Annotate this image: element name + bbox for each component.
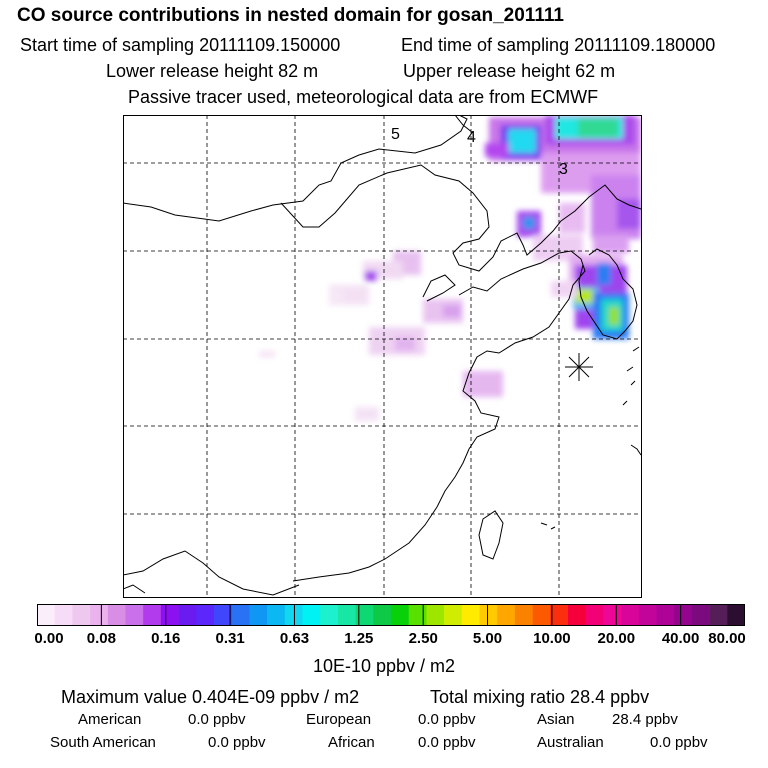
colorbar-cell — [373, 604, 392, 626]
lower-release-label: Lower release height 82 m — [106, 61, 319, 81]
colorbar-tick-label: 0.00 — [34, 630, 64, 647]
start-time-label: Start time of sampling 20111109.150000 — [20, 35, 341, 55]
colorbar-cell — [638, 604, 657, 626]
colorbar — [37, 604, 745, 626]
colorbar-tick-label: 5.00 — [472, 630, 503, 647]
colorbar-tick-label: 1.25 — [344, 630, 374, 647]
region-american-value: 0.0 ppbv — [188, 711, 246, 728]
region-european-name: European — [306, 711, 372, 728]
colorbar-cell — [656, 604, 675, 626]
tracer-note: Passive tracer used, meteorological data… — [128, 87, 599, 107]
colorbar-cell — [568, 604, 586, 626]
colorbar-cell — [72, 604, 91, 626]
colorbar-cell — [214, 604, 232, 626]
total-mixing-label: Total mixing ratio 28.4 ppbv — [430, 687, 650, 707]
colorbar-cell — [514, 604, 533, 626]
colorbar-cell — [107, 604, 126, 626]
map-background — [123, 115, 642, 598]
region-south-american-name: South American — [50, 734, 156, 751]
region-african-name: African — [328, 734, 375, 751]
colorbar-cell — [426, 604, 445, 626]
colorbar-tick-label: 10.00 — [533, 630, 571, 647]
colorbar-cell — [196, 604, 215, 626]
colorbar-cells — [37, 604, 745, 626]
upper-release-label: Upper release height 62 m — [403, 61, 616, 81]
colorbar-tick-label: 0.31 — [215, 630, 245, 647]
receptor-star-icon — [565, 353, 593, 381]
coastlines — [123, 115, 642, 596]
region-australian-value: 0.0 ppbv — [650, 734, 708, 751]
region-american-name: American — [78, 711, 142, 728]
colorbar-cell — [90, 604, 109, 626]
colorbar-tick-label: 0.63 — [279, 630, 310, 647]
colorbar-tick-label: 2.50 — [408, 630, 438, 647]
region-south-american-value: 0.0 ppbv — [208, 734, 266, 751]
gridlines — [123, 115, 642, 598]
colorbar-tick-label: 0.08 — [86, 630, 116, 647]
colorbar-cell — [532, 604, 551, 626]
map-frame — [123, 115, 642, 598]
colorbar-cell — [550, 604, 569, 626]
region-asian-value: 28.4 ppbv — [612, 711, 678, 728]
region-european-value: 0.0 ppbv — [418, 711, 476, 728]
colorbar-cell — [178, 604, 197, 626]
colorbar-cell — [160, 604, 179, 626]
colorbar-cell — [267, 604, 286, 626]
colorbar-cell — [479, 604, 498, 626]
colorbar-cell — [674, 604, 693, 626]
region-african-value: 0.0 ppbv — [418, 734, 476, 751]
colorbar-tick-label: 80.00 — [708, 630, 746, 647]
colorbar-cell — [497, 604, 516, 626]
max-value-label: Maximum value 0.404E-09 ppbv / m2 — [61, 687, 360, 707]
colorbar-cell — [320, 604, 339, 626]
colorbar-cell — [444, 604, 463, 626]
colorbar-cell — [727, 604, 745, 626]
map-title: CO source contributions in nested domain… — [17, 5, 564, 26]
colorbar-cell — [621, 604, 640, 626]
colorbar-cell — [249, 604, 268, 626]
region-asian-name: Asian — [537, 711, 575, 728]
colorbar-cell — [709, 604, 728, 626]
end-time-label: End time of sampling 20111109.180000 — [401, 35, 716, 55]
colorbar-cell — [125, 604, 144, 626]
colorbar-cell — [691, 604, 710, 626]
colorbar-cell — [302, 604, 321, 626]
colorbar-cell — [391, 604, 409, 626]
colorbar-tick-label: 0.16 — [151, 630, 181, 647]
colorbar-cell — [231, 604, 250, 626]
colorbar-cell — [143, 604, 162, 626]
region-australian-name: Australian — [537, 734, 604, 751]
colorbar-cell — [461, 604, 480, 626]
colorbar-cell — [37, 604, 55, 626]
colorbar-cell — [337, 604, 356, 626]
trajectory-label-3: 3 — [559, 161, 568, 178]
colorbar-cell — [355, 604, 374, 626]
trajectory-label-5: 5 — [391, 126, 400, 143]
colorbar-cell — [408, 604, 427, 626]
colorbar-units: 10E-10 ppbv / m2 — [312, 656, 456, 676]
trajectory-label-4: 4 — [467, 129, 476, 146]
colorbar-cell — [585, 604, 604, 626]
colorbar-cell — [284, 604, 303, 626]
concentration-field — [259, 115, 641, 421]
colorbar-tick-label: 20.00 — [597, 630, 636, 647]
colorbar-cell — [54, 604, 73, 626]
colorbar-cell — [603, 604, 622, 626]
map-plot: 5 4 3 — [123, 115, 642, 598]
colorbar-tick-label: 40.00 — [661, 630, 700, 647]
